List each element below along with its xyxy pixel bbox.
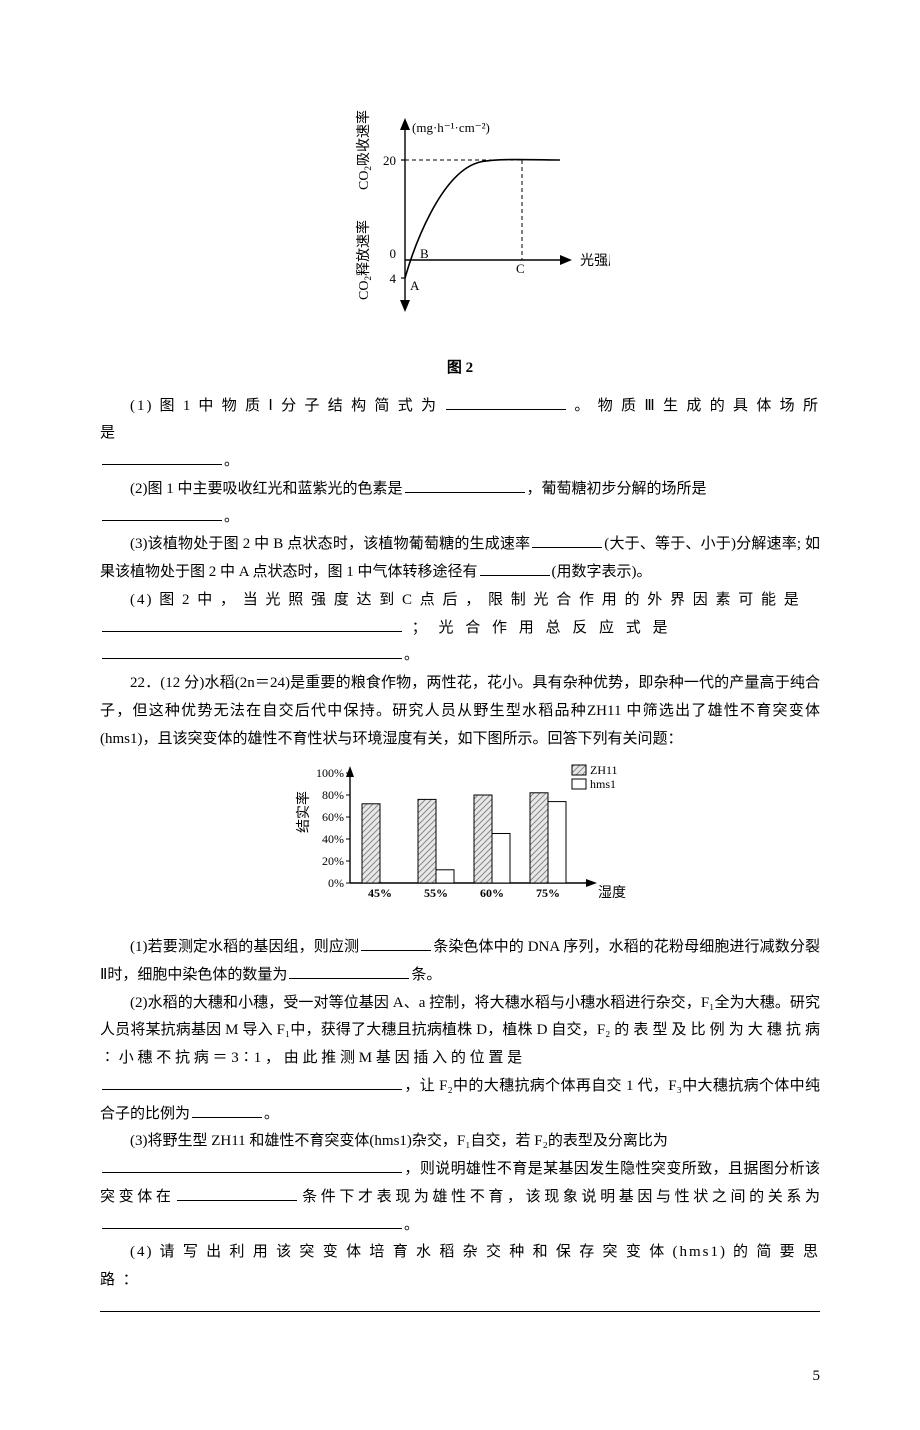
q1-2-line2: 。 (100, 504, 820, 532)
q1-2-line1: (2)图 1 中主要吸收红光和蓝紫光的色素是 ，葡萄糖初步分解的场所是 (100, 476, 820, 504)
q1-3: (3)该植物处于图 2 中 B 点状态时，该植物葡萄糖的生成速率(大于、等于、小… (100, 531, 820, 587)
point-B: B (420, 246, 429, 261)
bar-y-label: 结实率 (295, 791, 312, 833)
blank (102, 617, 402, 632)
y-tick-20: 20 (383, 153, 396, 168)
blank (102, 645, 402, 660)
blank (446, 395, 566, 410)
blank (177, 1186, 297, 1201)
svg-text:60%: 60% (480, 886, 504, 900)
x-axis-label: 光强度 (580, 253, 610, 269)
q1-3-a: (3)该植物处于图 2 中 B 点状态时，该植物葡萄糖的生成速率 (130, 536, 530, 552)
blank (192, 1103, 262, 1118)
svg-text:20%: 20% (322, 854, 344, 868)
y-axis-label-top: CO2吸收速率 (355, 110, 373, 190)
blank (102, 1159, 402, 1174)
bar-x-label: 湿度 (598, 885, 626, 901)
q22-stem: 22．(12 分)水稻(2n＝24)是重要的粮食作物，两性花，花小。具有杂种优势… (100, 670, 820, 753)
q22-1-a: (1)若要测定水稻的基因组，则应测 (130, 939, 359, 955)
q22-3: (3)将野生型 ZH11 和雄性不育突变体(hms1)杂交，F₁自交，若 F₂的… (100, 1128, 820, 1156)
figure-2-svg: 20 0 4 A B C 光强度 CO2吸收速率 CO2释放速率 (mg·h⁻¹… (310, 90, 610, 340)
legend-zh11: ZH11 (590, 763, 618, 777)
q22-4: (4) 请 写 出 利 用 该 突 变 体 培 育 水 稻 杂 交 种 和 保 … (100, 1239, 820, 1295)
blank (102, 451, 222, 466)
q22-2-line2: ，让 F₂中的大穗抗病个体再自交 1 代，F₃中大穗抗病个体中纯合子的比例为。 (100, 1073, 820, 1129)
y-tick-0: 0 (390, 246, 397, 261)
svg-text:75%: 75% (536, 886, 560, 900)
svg-text:40%: 40% (322, 832, 344, 846)
svg-text:80%: 80% (322, 788, 344, 802)
q1-1-line2: 。 (100, 448, 820, 476)
y-unit: (mg·h⁻¹·cm⁻²) (412, 120, 490, 135)
bar-chart-svg: 0% 20% 40% 60% 80% 100% 45% 55% 60% 75% … (280, 753, 640, 913)
q1-4-line1: (4) 图 2 中 ， 当 光 照 强 度 达 到 C 点 后 ， 限 制 光 … (100, 587, 820, 615)
q22-3-a: (3)将野生型 ZH11 和雄性不育突变体(hms1)杂交，F₁自交，若 F₂的… (130, 1133, 668, 1149)
blank (361, 937, 431, 952)
blank (480, 562, 550, 577)
svg-text:55%: 55% (424, 886, 448, 900)
svg-text:45%: 45% (368, 886, 392, 900)
blank (289, 964, 409, 979)
q22-2-c: 。 (264, 1106, 279, 1122)
q22-1-c: 条。 (411, 967, 441, 983)
q22-3-c: 条件下才表现为雄性不育，该现象说明基因与性状之间的关系为 (299, 1189, 820, 1205)
blank (102, 1075, 402, 1090)
q22-3-line2: ，则说明雄性不育是某基因发生隐性突变所致，且据图分析该突变体在条件下才表现为雄性… (100, 1156, 820, 1239)
q1-1-c: 。 (224, 453, 239, 469)
legend-hms1: hms1 (590, 777, 616, 791)
q22-2-a: (2)水稻的大穗和小穗，受一对等位基因 A、a 控制，将大穗水稻与小穗水稻进行杂… (100, 995, 820, 1067)
q1-4-b: ； 光 合 作 用 总 反 应 式 是 (404, 620, 672, 636)
blank (100, 1297, 820, 1312)
q22-4-blank (100, 1295, 820, 1323)
q1-2-a: (2)图 1 中主要吸收红光和蓝紫光的色素是 (130, 481, 403, 497)
q1-1-a: (1) 图 1 中 物 质 Ⅰ 分 子 结 构 简 式 为 (130, 398, 444, 414)
blank (532, 534, 602, 549)
q22-4-a: (4) 请 写 出 利 用 该 突 变 体 培 育 水 稻 杂 交 种 和 保 … (100, 1244, 820, 1288)
figure-2-caption: 图 2 (100, 355, 820, 383)
svg-text:100%: 100% (316, 766, 344, 780)
svg-text:0%: 0% (328, 876, 344, 890)
figure-2: 20 0 4 A B C 光强度 CO2吸收速率 CO2释放速率 (mg·h⁻¹… (100, 90, 820, 383)
q1-3-c: (用数字表示)。 (552, 564, 652, 580)
q22-3-d: 。 (404, 1217, 419, 1233)
q1-4-line3: 。 (100, 642, 820, 670)
q1-2-b: ，葡萄糖初步分解的场所是 (527, 481, 707, 497)
blank (102, 1214, 402, 1229)
q22-2: (2)水稻的大穗和小穗，受一对等位基因 A、a 控制，将大穗水稻与小穗水稻进行杂… (100, 990, 820, 1073)
x-ticks: 45% 55% 60% 75% (368, 886, 560, 900)
y-tick-4: 4 (390, 271, 397, 286)
bar-chart: 0% 20% 40% 60% 80% 100% 45% 55% 60% 75% … (100, 753, 820, 924)
svg-text:60%: 60% (322, 810, 344, 824)
q1-4-line2: ； 光 合 作 用 总 反 应 式 是 (100, 615, 820, 643)
q1-4-c: 。 (404, 647, 419, 663)
q1-2-c: 。 (224, 509, 239, 525)
blank (102, 506, 222, 521)
blank (405, 478, 525, 493)
y-axis-label-bottom: CO2释放速率 (355, 220, 373, 300)
page-number: 5 (100, 1363, 820, 1391)
q1-1-line1: (1) 图 1 中 物 质 Ⅰ 分 子 结 构 简 式 为 。 物 质 Ⅲ 生 … (100, 393, 820, 449)
y-ticks: 0% 20% 40% 60% 80% 100% (316, 766, 350, 890)
q22-1: (1)若要测定水稻的基因组，则应测条染色体中的 DNA 序列，水稻的花粉母细胞进… (100, 934, 820, 990)
point-A: A (410, 278, 420, 293)
q1-4-a: (4) 图 2 中 ， 当 光 照 强 度 达 到 C 点 后 ， 限 制 光 … (130, 592, 801, 608)
point-C: C (516, 261, 525, 276)
